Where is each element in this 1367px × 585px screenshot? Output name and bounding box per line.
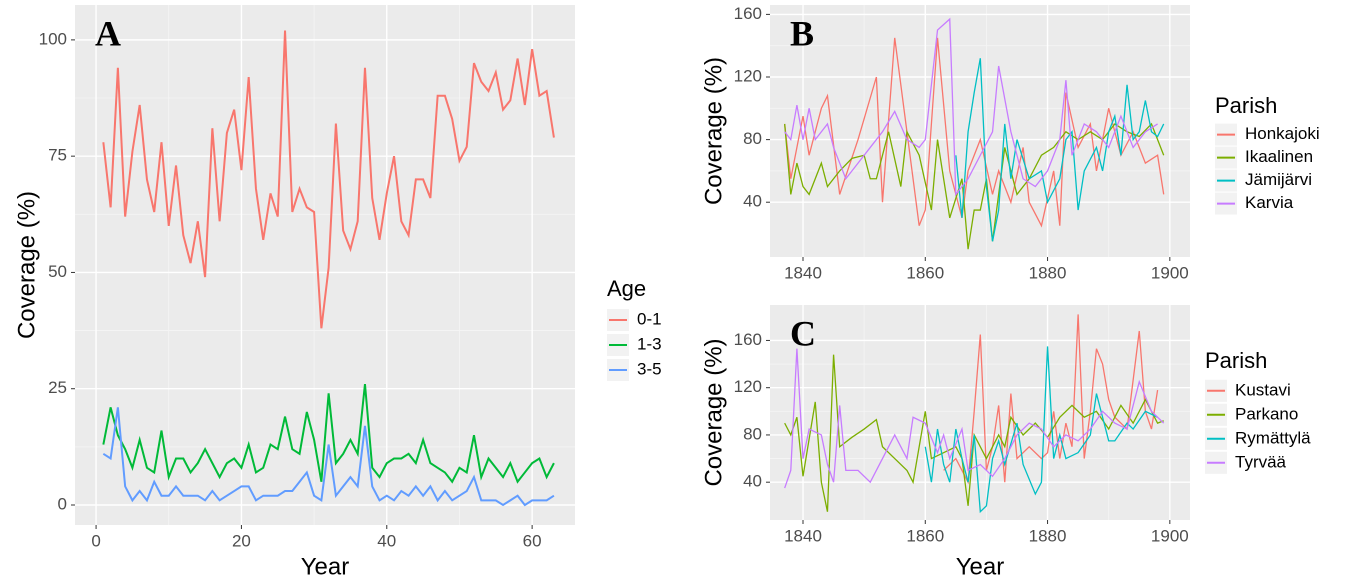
legend-title: Parish: [1205, 348, 1267, 373]
legend-label: Tyrvää: [1235, 452, 1287, 471]
legend-label: Jämijärvi: [1245, 170, 1312, 189]
x-tick-label: 20: [232, 531, 251, 550]
y-tick-label: 40: [743, 472, 762, 491]
x-tick-label: 1860: [906, 263, 944, 282]
x-tick-label: 1840: [784, 263, 822, 282]
data-line: [943, 314, 1159, 485]
legend-label: 3-5: [637, 359, 662, 378]
data-line: [784, 122, 1165, 250]
y-axis-title: Coverage (%): [700, 57, 727, 205]
data-line: [102, 30, 555, 329]
panel-label: C: [790, 313, 816, 353]
data-line: [924, 346, 1158, 514]
data-line: [784, 348, 1165, 489]
data-line: [784, 37, 1165, 228]
data-line: [784, 354, 1164, 512]
legend-label: 1-3: [637, 334, 662, 353]
data-line: [955, 58, 1165, 242]
y-tick-label: 80: [743, 424, 762, 443]
y-tick-label: 160: [734, 4, 762, 23]
y-tick-label: 160: [734, 330, 762, 349]
legend-title: Age: [607, 276, 646, 301]
y-tick-label: 80: [743, 129, 762, 148]
y-tick-label: 40: [743, 192, 762, 211]
y-axis-title: Coverage (%): [13, 191, 40, 339]
y-tick-label: 120: [734, 66, 762, 85]
panel-label: A: [95, 13, 121, 53]
x-tick-label: 40: [377, 531, 396, 550]
x-tick-label: 1880: [1029, 263, 1067, 282]
y-tick-label: 25: [48, 378, 67, 397]
legend-label: Rymättylä: [1235, 428, 1311, 447]
y-tick-label: 50: [48, 262, 67, 281]
x-tick-label: 1900: [1151, 263, 1189, 282]
y-tick-label: 75: [48, 146, 67, 165]
y-tick-label: 0: [58, 494, 67, 513]
y-tick-label: 100: [39, 29, 67, 48]
x-axis-title: Year: [956, 553, 1005, 580]
x-tick-label: 1860: [906, 526, 944, 545]
x-tick-label: 1880: [1029, 526, 1067, 545]
y-tick-label: 120: [734, 377, 762, 396]
legend-label: Honkajoki: [1245, 124, 1320, 143]
legend-title: Parish: [1215, 93, 1277, 118]
data-line: [102, 407, 555, 507]
x-tick-label: 0: [91, 531, 100, 550]
y-axis-title: Coverage (%): [700, 338, 727, 486]
x-tick-label: 60: [523, 531, 542, 550]
legend-label: Karvia: [1245, 193, 1294, 212]
legend-label: 0-1: [637, 309, 662, 328]
x-tick-label: 1840: [784, 526, 822, 545]
data-line: [102, 383, 555, 484]
legend-label: Kustavi: [1235, 380, 1291, 399]
panel-label: B: [790, 13, 814, 53]
x-axis-title: Year: [301, 553, 350, 580]
legend-label: Ikaalinen: [1245, 147, 1313, 166]
x-tick-label: 1900: [1151, 526, 1189, 545]
data-line: [784, 17, 1158, 197]
legend-label: Parkano: [1235, 404, 1298, 423]
plot-background: [770, 5, 1190, 257]
